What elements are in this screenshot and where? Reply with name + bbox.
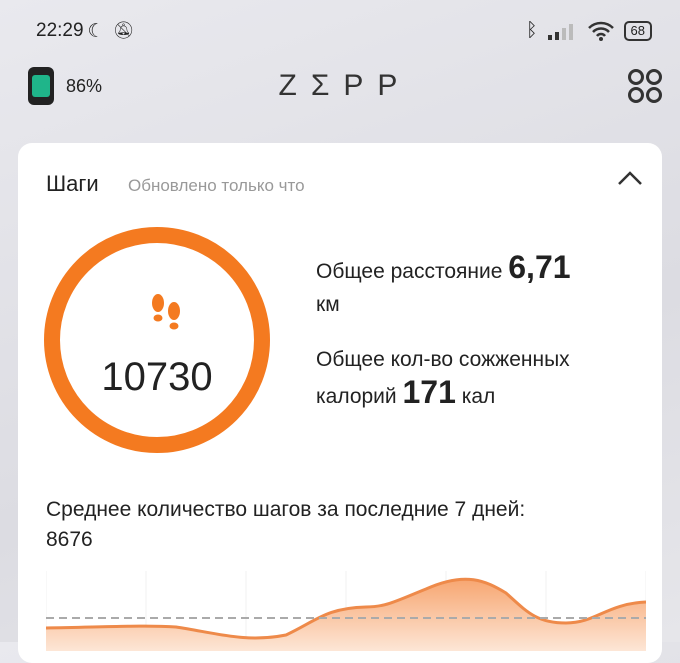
distance-label: Общее расстояние	[316, 260, 503, 283]
calories-label: Общее кол-во сожженных	[316, 348, 570, 371]
calories-unit: кал	[461, 385, 496, 408]
average-value: 8676	[46, 528, 93, 551]
moon-icon: ☾	[87, 20, 105, 42]
calories-info: Общее кол-во сожженных калорий 171 кал	[316, 343, 570, 413]
updated-text: Обновлено только что	[128, 176, 305, 195]
watch-icon[interactable]	[28, 67, 54, 105]
card-title: Шаги	[46, 171, 99, 196]
wifi-icon	[587, 21, 614, 41]
steps-card[interactable]: Шаги Обновлено только что 10730 Общее ра…	[18, 143, 662, 663]
steps-trend-chart	[46, 571, 646, 651]
signal-icon	[547, 24, 573, 40]
app-header: 86% ZΣPP	[28, 66, 662, 106]
trend-area	[46, 579, 646, 651]
apps-icon[interactable]	[628, 69, 662, 103]
bluetooth-icon: ᛒ	[526, 20, 538, 41]
steps-ring: 10730	[44, 227, 270, 453]
calories-label-2: калорий	[316, 385, 397, 408]
zepp-logo: ZΣPP	[278, 69, 412, 102]
distance-unit: км	[316, 293, 340, 316]
bell-off-icon: 🔕︎	[112, 21, 135, 40]
steps-count: 10730	[101, 355, 213, 399]
average-label: Среднее количество шагов за последние 7 …	[46, 498, 526, 521]
footsteps-icon	[152, 294, 180, 330]
distance-value: 6,71	[508, 249, 571, 285]
device-battery: 86%	[66, 75, 103, 96]
status-bar: 22:29 ☾ 🔕︎ ᛒ 68	[36, 18, 652, 44]
distance-info: Общее расстояние 6,71 км	[316, 251, 571, 321]
chevron-up-icon[interactable]	[616, 165, 644, 193]
average-steps: Среднее количество шагов за последние 7 …	[46, 495, 525, 555]
clock: 22:29	[36, 20, 84, 41]
battery-icon: 68	[623, 21, 652, 41]
calories-value: 171	[402, 374, 456, 410]
trend-line	[46, 577, 646, 640]
